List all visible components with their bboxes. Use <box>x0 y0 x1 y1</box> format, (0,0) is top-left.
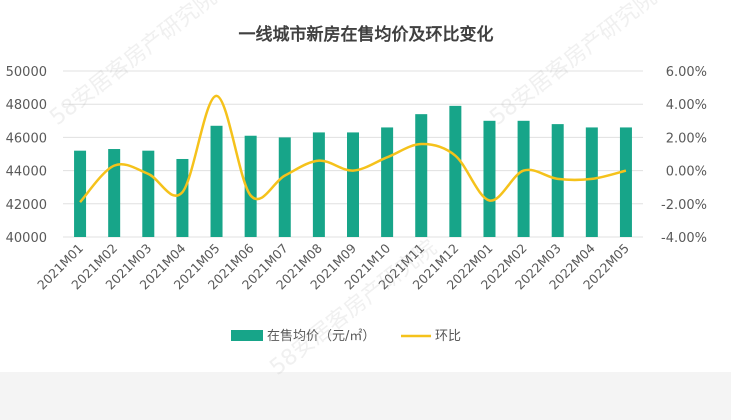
bar <box>619 127 632 237</box>
y-right-tick-label: 6.00% <box>666 65 707 80</box>
bar <box>74 150 87 237</box>
bar <box>381 127 394 237</box>
y-right-tick-label: 0.00% <box>666 165 707 180</box>
bar <box>210 125 223 237</box>
bar-series <box>74 105 632 237</box>
y-right-tick-label: 4.00% <box>666 98 707 113</box>
legend-bar-swatch <box>231 330 263 341</box>
bar <box>244 135 257 237</box>
bar <box>551 124 564 237</box>
y-left-tick-label: 40000 <box>6 231 47 246</box>
y-left-tick-label: 42000 <box>6 198 47 213</box>
bar <box>176 158 189 237</box>
bar <box>347 132 359 237</box>
legend-line-label: 环比 <box>435 329 461 344</box>
bar <box>585 127 598 237</box>
line-series <box>79 94 627 203</box>
legend: 在售均价（元/㎡） 环比 <box>231 328 461 344</box>
y-left-tick-label: 48000 <box>6 98 47 113</box>
bar <box>483 120 496 237</box>
line-path <box>79 94 627 203</box>
bar <box>108 149 121 237</box>
bar <box>312 132 325 237</box>
bar <box>415 114 428 237</box>
y-axis-left: 40000 42000 44000 46000 48000 50000 <box>6 65 47 246</box>
bar <box>278 137 291 237</box>
bar <box>517 120 530 237</box>
y-left-tick-label: 46000 <box>6 131 47 146</box>
chart-title: 一线城市新房在售均价及环比变化 <box>239 24 494 45</box>
bar <box>449 105 462 237</box>
legend-bar-label: 在售均价（元/㎡） <box>267 328 375 344</box>
y-axis-right: -4.00% -2.00% 0.00% 2.00% 4.00% 6.00% <box>661 65 707 246</box>
y-right-tick-label: 2.00% <box>666 131 707 146</box>
y-left-tick-label: 50000 <box>6 65 47 80</box>
x-axis: 2021M012021M022021M032021M042021M052021M… <box>34 240 632 292</box>
y-left-tick-label: 44000 <box>6 165 47 180</box>
y-right-tick-label: -2.00% <box>661 198 707 213</box>
y-right-tick-label: -4.00% <box>661 231 707 246</box>
bar <box>142 150 155 237</box>
footer-band <box>0 372 731 420</box>
